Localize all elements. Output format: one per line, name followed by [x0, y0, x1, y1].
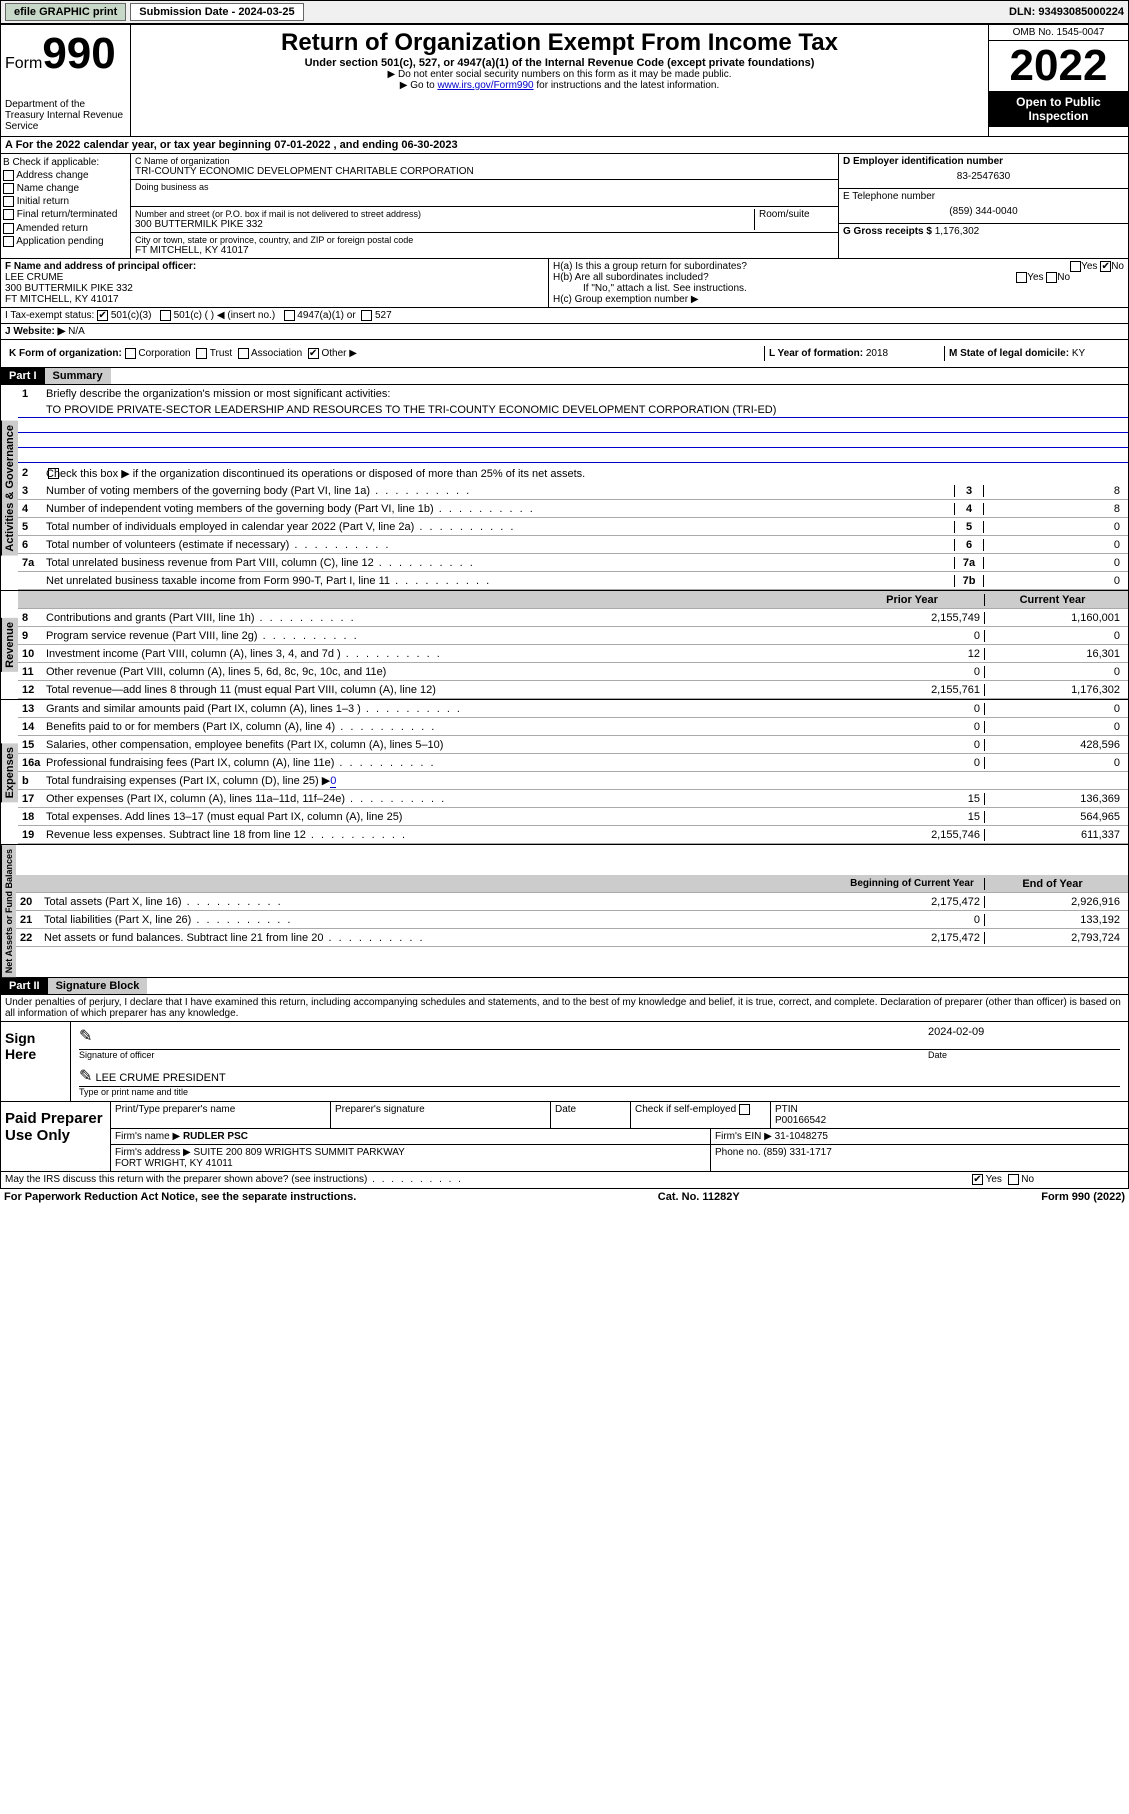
part2-header: Part IISignature Block	[0, 978, 1129, 995]
org-name: TRI-COUNTY ECONOMIC DEVELOPMENT CHARITAB…	[135, 166, 834, 177]
chk-other[interactable]: ✔	[308, 348, 319, 359]
tab-revenue: Revenue	[1, 618, 18, 672]
tab-expenses: Expenses	[1, 743, 18, 802]
val-4: 8	[984, 503, 1124, 515]
form-subtitle: Under section 501(c), 527, or 4947(a)(1)…	[135, 57, 984, 69]
val-3: 8	[984, 485, 1124, 497]
chk-initial[interactable]	[3, 196, 14, 207]
irs-link[interactable]: www.irs.gov/Form990	[437, 80, 533, 91]
val-7b: 0	[984, 575, 1124, 587]
revenue-section: Revenue Prior YearCurrent Year 8Contribu…	[0, 591, 1129, 700]
box-klm: K Form of organization: Corporation Trus…	[0, 340, 1129, 368]
ha-no[interactable]: ✔	[1100, 261, 1111, 272]
omb-number: OMB No. 1545-0047	[989, 25, 1128, 41]
chk-name[interactable]	[3, 183, 14, 194]
firm-ein: 31-1048275	[775, 1131, 828, 1142]
discuss-yes[interactable]: ✔	[972, 1174, 983, 1185]
box-f: F Name and address of principal officer:…	[1, 259, 548, 307]
hb-yes[interactable]	[1016, 272, 1027, 283]
chk-address[interactable]	[3, 170, 14, 181]
chk-pending[interactable]	[3, 236, 14, 247]
form-header: Form990 Department of the Treasury Inter…	[0, 24, 1129, 137]
ptin-val: P00166542	[775, 1115, 1124, 1126]
ein-value: 83-2547630	[843, 167, 1124, 186]
state-domicile: KY	[1072, 348, 1085, 359]
val-7a: 0	[984, 557, 1124, 569]
part1-body: Activities & Governance 1Briefly describ…	[0, 385, 1129, 591]
expenses-section: Expenses 13Grants and similar amounts pa…	[0, 700, 1129, 845]
chk-amended[interactable]	[3, 223, 14, 234]
org-address: 300 BUTTERMILK PIKE 332	[135, 219, 754, 230]
chk-discontinued[interactable]	[48, 468, 59, 479]
ha-yes[interactable]	[1070, 261, 1081, 272]
firm-name: RUDLER PSC	[183, 1131, 248, 1142]
efile-btn[interactable]: efile GRAPHIC print	[5, 3, 126, 21]
box-j: J Website: ▶ N/A	[0, 324, 1129, 340]
netassets-section: Net Assets or Fund Balances Beginning of…	[0, 845, 1129, 978]
sign-date: 2024-02-09	[920, 1026, 1120, 1050]
form-number: 990	[42, 29, 115, 78]
submission-date: Submission Date - 2024-03-25	[130, 3, 303, 21]
chk-501c[interactable]	[160, 310, 171, 321]
tab-activities: Activities & Governance	[1, 421, 18, 556]
hb-no[interactable]	[1046, 272, 1057, 283]
box-b: B Check if applicable: Address change Na…	[1, 154, 131, 258]
tax-period: A For the 2022 calendar year, or tax yea…	[0, 137, 1129, 154]
val-6: 0	[984, 539, 1124, 551]
open-inspection: Open to Public Inspection	[989, 91, 1128, 127]
sign-here-block: Sign Here ✎ 2024-02-09 Signature of offi…	[0, 1022, 1129, 1102]
perjury-decl: Under penalties of perjury, I declare th…	[0, 995, 1129, 1022]
chk-self-employed[interactable]	[739, 1104, 750, 1115]
discuss-row: May the IRS discuss this return with the…	[0, 1172, 1129, 1188]
box-defg: D Employer identification number 83-2547…	[838, 154, 1128, 258]
chk-527[interactable]	[361, 310, 372, 321]
discuss-no[interactable]	[1008, 1174, 1019, 1185]
chk-final[interactable]	[3, 209, 14, 220]
box-fh: F Name and address of principal officer:…	[0, 259, 1129, 308]
dept-treasury: Department of the Treasury Internal Reve…	[5, 99, 126, 132]
org-info-block: B Check if applicable: Address change Na…	[0, 154, 1129, 259]
form-word: Form	[5, 55, 42, 72]
officer-name-title: LEE CRUME PRESIDENT	[95, 1072, 225, 1084]
efile-header: efile GRAPHIC print Submission Date - 20…	[0, 0, 1129, 24]
chk-trust[interactable]	[196, 348, 207, 359]
box-i: I Tax-exempt status: ✔ 501(c)(3) 501(c) …	[0, 308, 1129, 324]
chk-corp[interactable]	[125, 348, 136, 359]
tax-year: 2022	[989, 41, 1128, 91]
box-h: H(a) Is this a group return for subordin…	[548, 259, 1128, 307]
part1-header: Part ISummary	[0, 368, 1129, 385]
page-footer: For Paperwork Reduction Act Notice, see …	[0, 1189, 1129, 1205]
mission-text: TO PROVIDE PRIVATE-SECTOR LEADERSHIP AND…	[46, 404, 776, 416]
website-val: N/A	[68, 326, 85, 337]
year-formation: 2018	[866, 348, 888, 359]
ssn-note: ▶ Do not enter social security numbers o…	[135, 69, 984, 80]
firm-phone: (859) 331-1717	[763, 1147, 831, 1158]
dln: DLN: 93493085000224	[1009, 6, 1124, 18]
org-city: FT MITCHELL, KY 41017	[135, 245, 834, 256]
officer-name: LEE CRUME	[5, 272, 544, 283]
chk-4947[interactable]	[284, 310, 295, 321]
chk-501c3[interactable]: ✔	[97, 310, 108, 321]
form-title: Return of Organization Exempt From Incom…	[135, 29, 984, 57]
box-c: C Name of organization TRI-COUNTY ECONOM…	[131, 154, 838, 258]
gross-receipts: 1,176,302	[935, 226, 980, 237]
phone-value: (859) 344-0040	[843, 202, 1124, 221]
paid-preparer-block: Paid Preparer Use Only Print/Type prepar…	[0, 1102, 1129, 1172]
goto-note: ▶ Go to www.irs.gov/Form990 for instruct…	[135, 80, 984, 91]
tab-netassets: Net Assets or Fund Balances	[1, 845, 16, 977]
chk-assoc[interactable]	[238, 348, 249, 359]
val-5: 0	[984, 521, 1124, 533]
